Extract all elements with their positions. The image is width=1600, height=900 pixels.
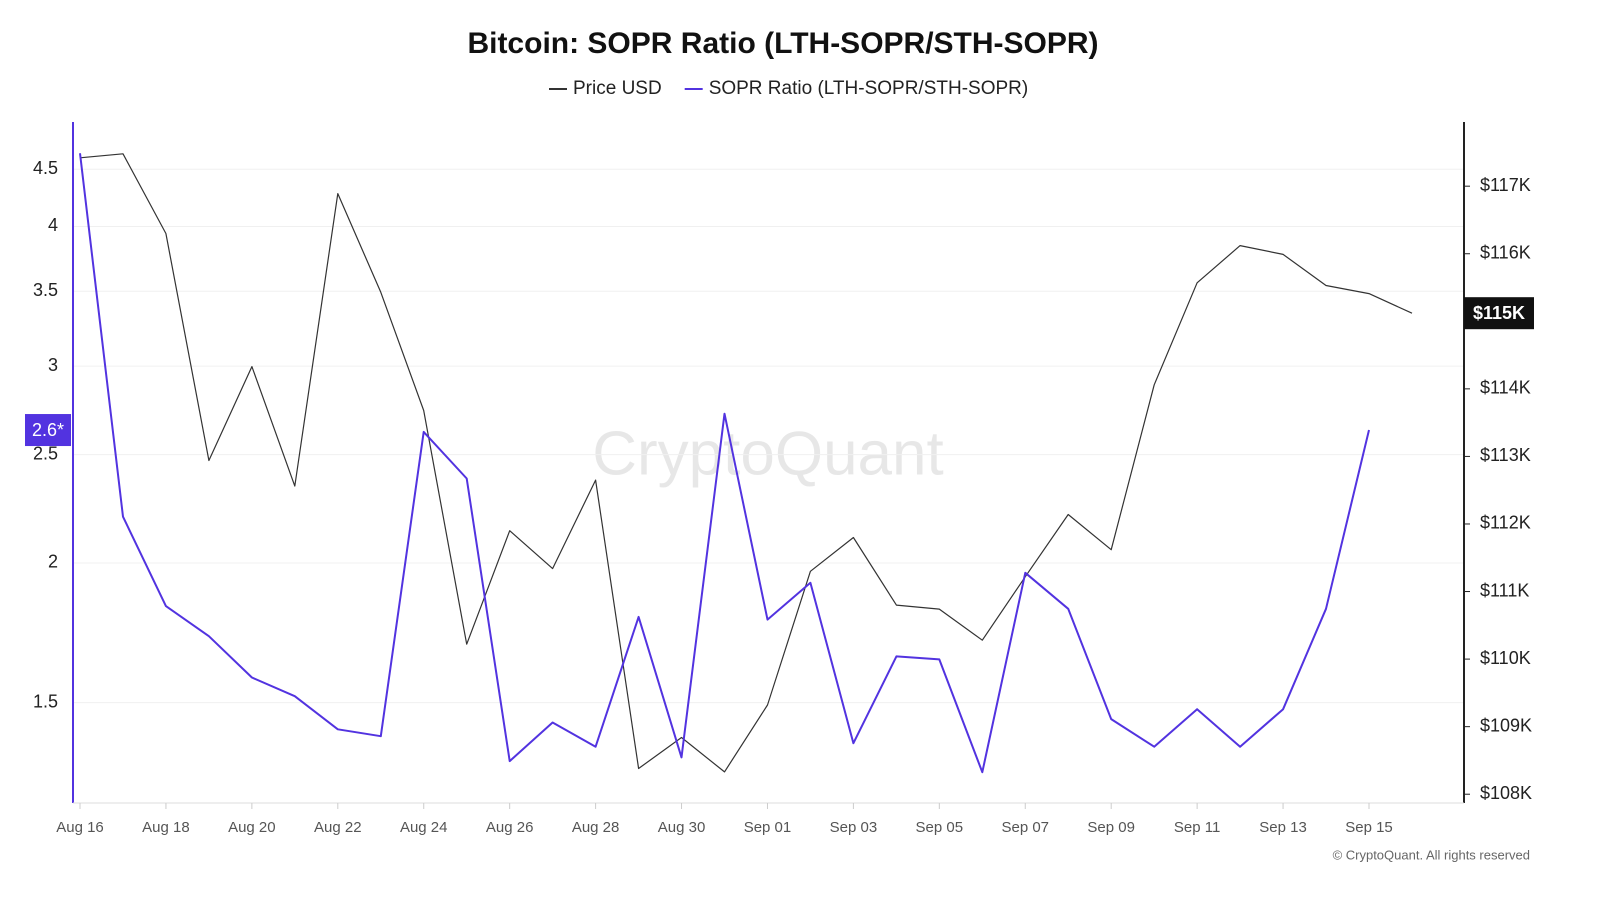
- value-badge-label: $115K: [1473, 303, 1525, 323]
- y-tick-label: 3.5: [33, 280, 58, 300]
- x-tick-label: Sep 05: [916, 819, 964, 836]
- y2-tick-label: $116K: [1480, 242, 1531, 262]
- x-tick-label: Aug 26: [486, 819, 534, 836]
- y2-tick-label: $117K: [1480, 175, 1531, 195]
- series-line: [79, 153, 1413, 773]
- x-tick-label: Aug 16: [56, 819, 104, 836]
- x-tick-label: Sep 13: [1259, 819, 1307, 836]
- x-tick-label: Sep 01: [744, 819, 792, 836]
- y-tick-label: 3: [48, 355, 58, 375]
- x-tick-label: Sep 15: [1345, 819, 1393, 836]
- legend-label: Price USD: [573, 78, 662, 99]
- chart-title: Bitcoin: SOPR Ratio (LTH-SOPR/STH-SOPR): [467, 27, 1098, 60]
- y2-tick-label: $113K: [1480, 445, 1531, 465]
- series-line: [79, 153, 1370, 774]
- value-badge: [1464, 297, 1534, 330]
- y2-tick-label: $112K: [1480, 513, 1531, 533]
- y2-tick-label: $114K: [1480, 378, 1531, 398]
- y-tick-label: 4: [48, 215, 58, 235]
- x-tick-label: Sep 09: [1087, 819, 1135, 836]
- watermark: CryptoQuant: [592, 419, 944, 488]
- x-tick-label: Sep 03: [830, 819, 878, 836]
- value-badge-label: 2.6*: [32, 420, 64, 440]
- y-tick-label: 2.5: [33, 443, 58, 463]
- x-tick-label: Sep 07: [1001, 819, 1049, 836]
- y2-tick-label: $110K: [1480, 648, 1531, 668]
- y2-tick-label: $111K: [1480, 580, 1529, 600]
- x-tick-label: Aug 24: [400, 819, 448, 836]
- x-tick-label: Aug 18: [142, 819, 190, 836]
- x-tick-label: Aug 22: [314, 819, 362, 836]
- y2-tick-label: $109K: [1480, 715, 1532, 735]
- y-tick-label: 4.5: [33, 158, 58, 178]
- value-badge: [25, 414, 71, 447]
- x-tick-label: Aug 28: [572, 819, 620, 836]
- x-tick-label: Aug 20: [228, 819, 276, 836]
- legend: Price USD SOPR Ratio (LTH-SOPR/STH-SOPR): [549, 78, 1028, 99]
- x-tick-label: Aug 30: [658, 819, 706, 836]
- y-tick-label: 1.5: [33, 691, 58, 711]
- legend-label: SOPR Ratio (LTH-SOPR/STH-SOPR): [709, 78, 1029, 99]
- footer: © CryptoQuant. All rights reserved: [1333, 847, 1530, 862]
- y2-tick-label: $108K: [1480, 783, 1532, 803]
- x-tick-label: Sep 11: [1174, 819, 1220, 836]
- y-tick-label: 2: [48, 552, 58, 572]
